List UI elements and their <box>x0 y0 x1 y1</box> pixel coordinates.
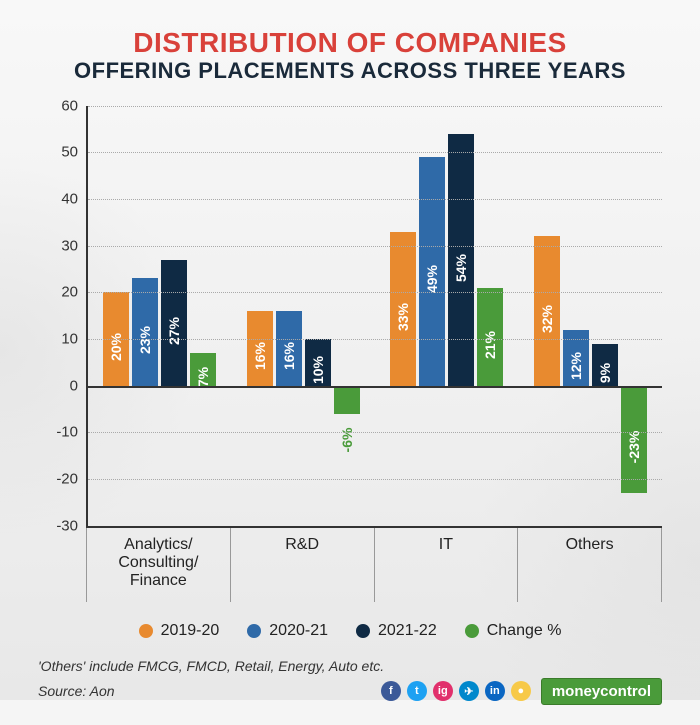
chart-area: -30-20-100102030405060 20%23%27%7%16%16%… <box>38 106 662 526</box>
chart-title: DISTRIBUTION OF COMPANIES OFFERING PLACE… <box>38 28 662 84</box>
grid-line <box>88 292 662 293</box>
grid-line <box>88 339 662 340</box>
telegram-icon: ✈ <box>459 681 479 701</box>
bar-value-label: 12% <box>568 352 584 380</box>
legend-item: 2021-22 <box>356 622 437 640</box>
bar: 16% <box>276 311 302 386</box>
y-tick-label: -10 <box>56 424 78 441</box>
title-sub: OFFERING PLACEMENTS ACROSS THREE YEARS <box>38 59 662 83</box>
x-tick-label: R&D <box>230 528 374 602</box>
bar: 16% <box>247 311 273 386</box>
bar: 7% <box>190 353 216 386</box>
bar-value-label: 20% <box>108 333 124 361</box>
infographic-container: DISTRIBUTION OF COMPANIES OFFERING PLACE… <box>0 0 700 725</box>
bar: 23% <box>132 278 158 385</box>
bar: 27% <box>161 260 187 386</box>
bar-value-label: 16% <box>252 342 268 370</box>
legend-item: 2020-21 <box>247 622 328 640</box>
app-icon: ● <box>511 681 531 701</box>
legend-swatch <box>139 624 153 638</box>
legend-label: Change % <box>487 622 562 640</box>
grid-line <box>88 106 662 107</box>
legend-item: Change % <box>465 622 562 640</box>
bar: 21% <box>477 288 503 386</box>
bar-value-label: 9% <box>597 362 613 382</box>
bar-value-label: 21% <box>482 331 498 359</box>
y-tick-label: 40 <box>61 190 78 207</box>
bar-value-label: 49% <box>424 265 440 293</box>
footnote-source: Source: Aon <box>38 683 115 699</box>
bar-value-label: -23% <box>626 431 642 464</box>
bar-group: 33% 49% 54% 21% <box>375 106 519 526</box>
brand-badge: moneycontrol <box>541 678 662 705</box>
bar: 54% <box>448 134 474 386</box>
grid-line <box>88 479 662 480</box>
bar-value-label: 27% <box>166 317 182 345</box>
y-tick-label: 60 <box>61 97 78 114</box>
linkedin-icon: in <box>485 681 505 701</box>
title-main: DISTRIBUTION OF COMPANIES <box>38 28 662 57</box>
x-axis: Analytics/Consulting/FinanceR&DITOthers <box>86 526 662 602</box>
bar-value-label: 16% <box>281 342 297 370</box>
facebook-icon: f <box>381 681 401 701</box>
footnote: 'Others' include FMCG, FMCD, Retail, Ene… <box>38 658 662 705</box>
bar-groups: 20% 23% 27% 7% 16% 16% 10% -6% 33% 49% 54% 21% 32% 12… <box>88 106 662 526</box>
instagram-icon: ig <box>433 681 453 701</box>
y-tick-label: 50 <box>61 144 78 161</box>
y-tick-label: 10 <box>61 330 78 347</box>
legend-item: 2019-20 <box>139 622 220 640</box>
bar: 10% <box>305 339 331 386</box>
bar: 49% <box>419 157 445 386</box>
bar-group: 32% 12% 9% -23% <box>519 106 663 526</box>
bar-group: 20% 23% 27% 7% <box>88 106 232 526</box>
legend-swatch <box>247 624 261 638</box>
zero-line <box>88 386 662 388</box>
grid-line <box>88 246 662 247</box>
x-tick-label: Analytics/Consulting/Finance <box>86 528 230 602</box>
bar: -6% <box>334 386 360 414</box>
bar-value-label: 7% <box>195 367 211 387</box>
bar: 33% <box>390 232 416 386</box>
grid-line <box>88 152 662 153</box>
bar-value-label: 10% <box>310 356 326 384</box>
grid-line <box>88 432 662 433</box>
bar-value-label: -6% <box>339 427 355 452</box>
plot-area: 20% 23% 27% 7% 16% 16% 10% -6% 33% 49% 54% 21% 32% 12… <box>86 106 662 526</box>
y-tick-label: -30 <box>56 517 78 534</box>
legend: 2019-20 2020-21 2021-22 Change % <box>38 622 662 640</box>
social-icons: ftig ✈ in ● <box>381 681 531 701</box>
footnote-note: 'Others' include FMCG, FMCD, Retail, Ene… <box>38 658 662 674</box>
y-axis: -30-20-100102030405060 <box>38 106 86 526</box>
bar-value-label: 54% <box>453 254 469 282</box>
legend-swatch <box>465 624 479 638</box>
legend-label: 2021-22 <box>378 622 437 640</box>
x-tick-label: Others <box>517 528 662 602</box>
legend-swatch <box>356 624 370 638</box>
y-tick-label: -20 <box>56 470 78 487</box>
y-tick-label: 0 <box>70 377 78 394</box>
legend-label: 2020-21 <box>269 622 328 640</box>
bar-value-label: 33% <box>395 303 411 331</box>
bar: -23% <box>621 386 647 493</box>
bar-group: 16% 16% 10% -6% <box>232 106 376 526</box>
bar: 9% <box>592 344 618 386</box>
grid-line <box>88 199 662 200</box>
legend-label: 2019-20 <box>161 622 220 640</box>
bar-value-label: 32% <box>539 305 555 333</box>
twitter-icon: t <box>407 681 427 701</box>
y-tick-label: 30 <box>61 237 78 254</box>
x-tick-label: IT <box>374 528 518 602</box>
y-tick-label: 20 <box>61 284 78 301</box>
bar: 32% <box>534 236 560 385</box>
